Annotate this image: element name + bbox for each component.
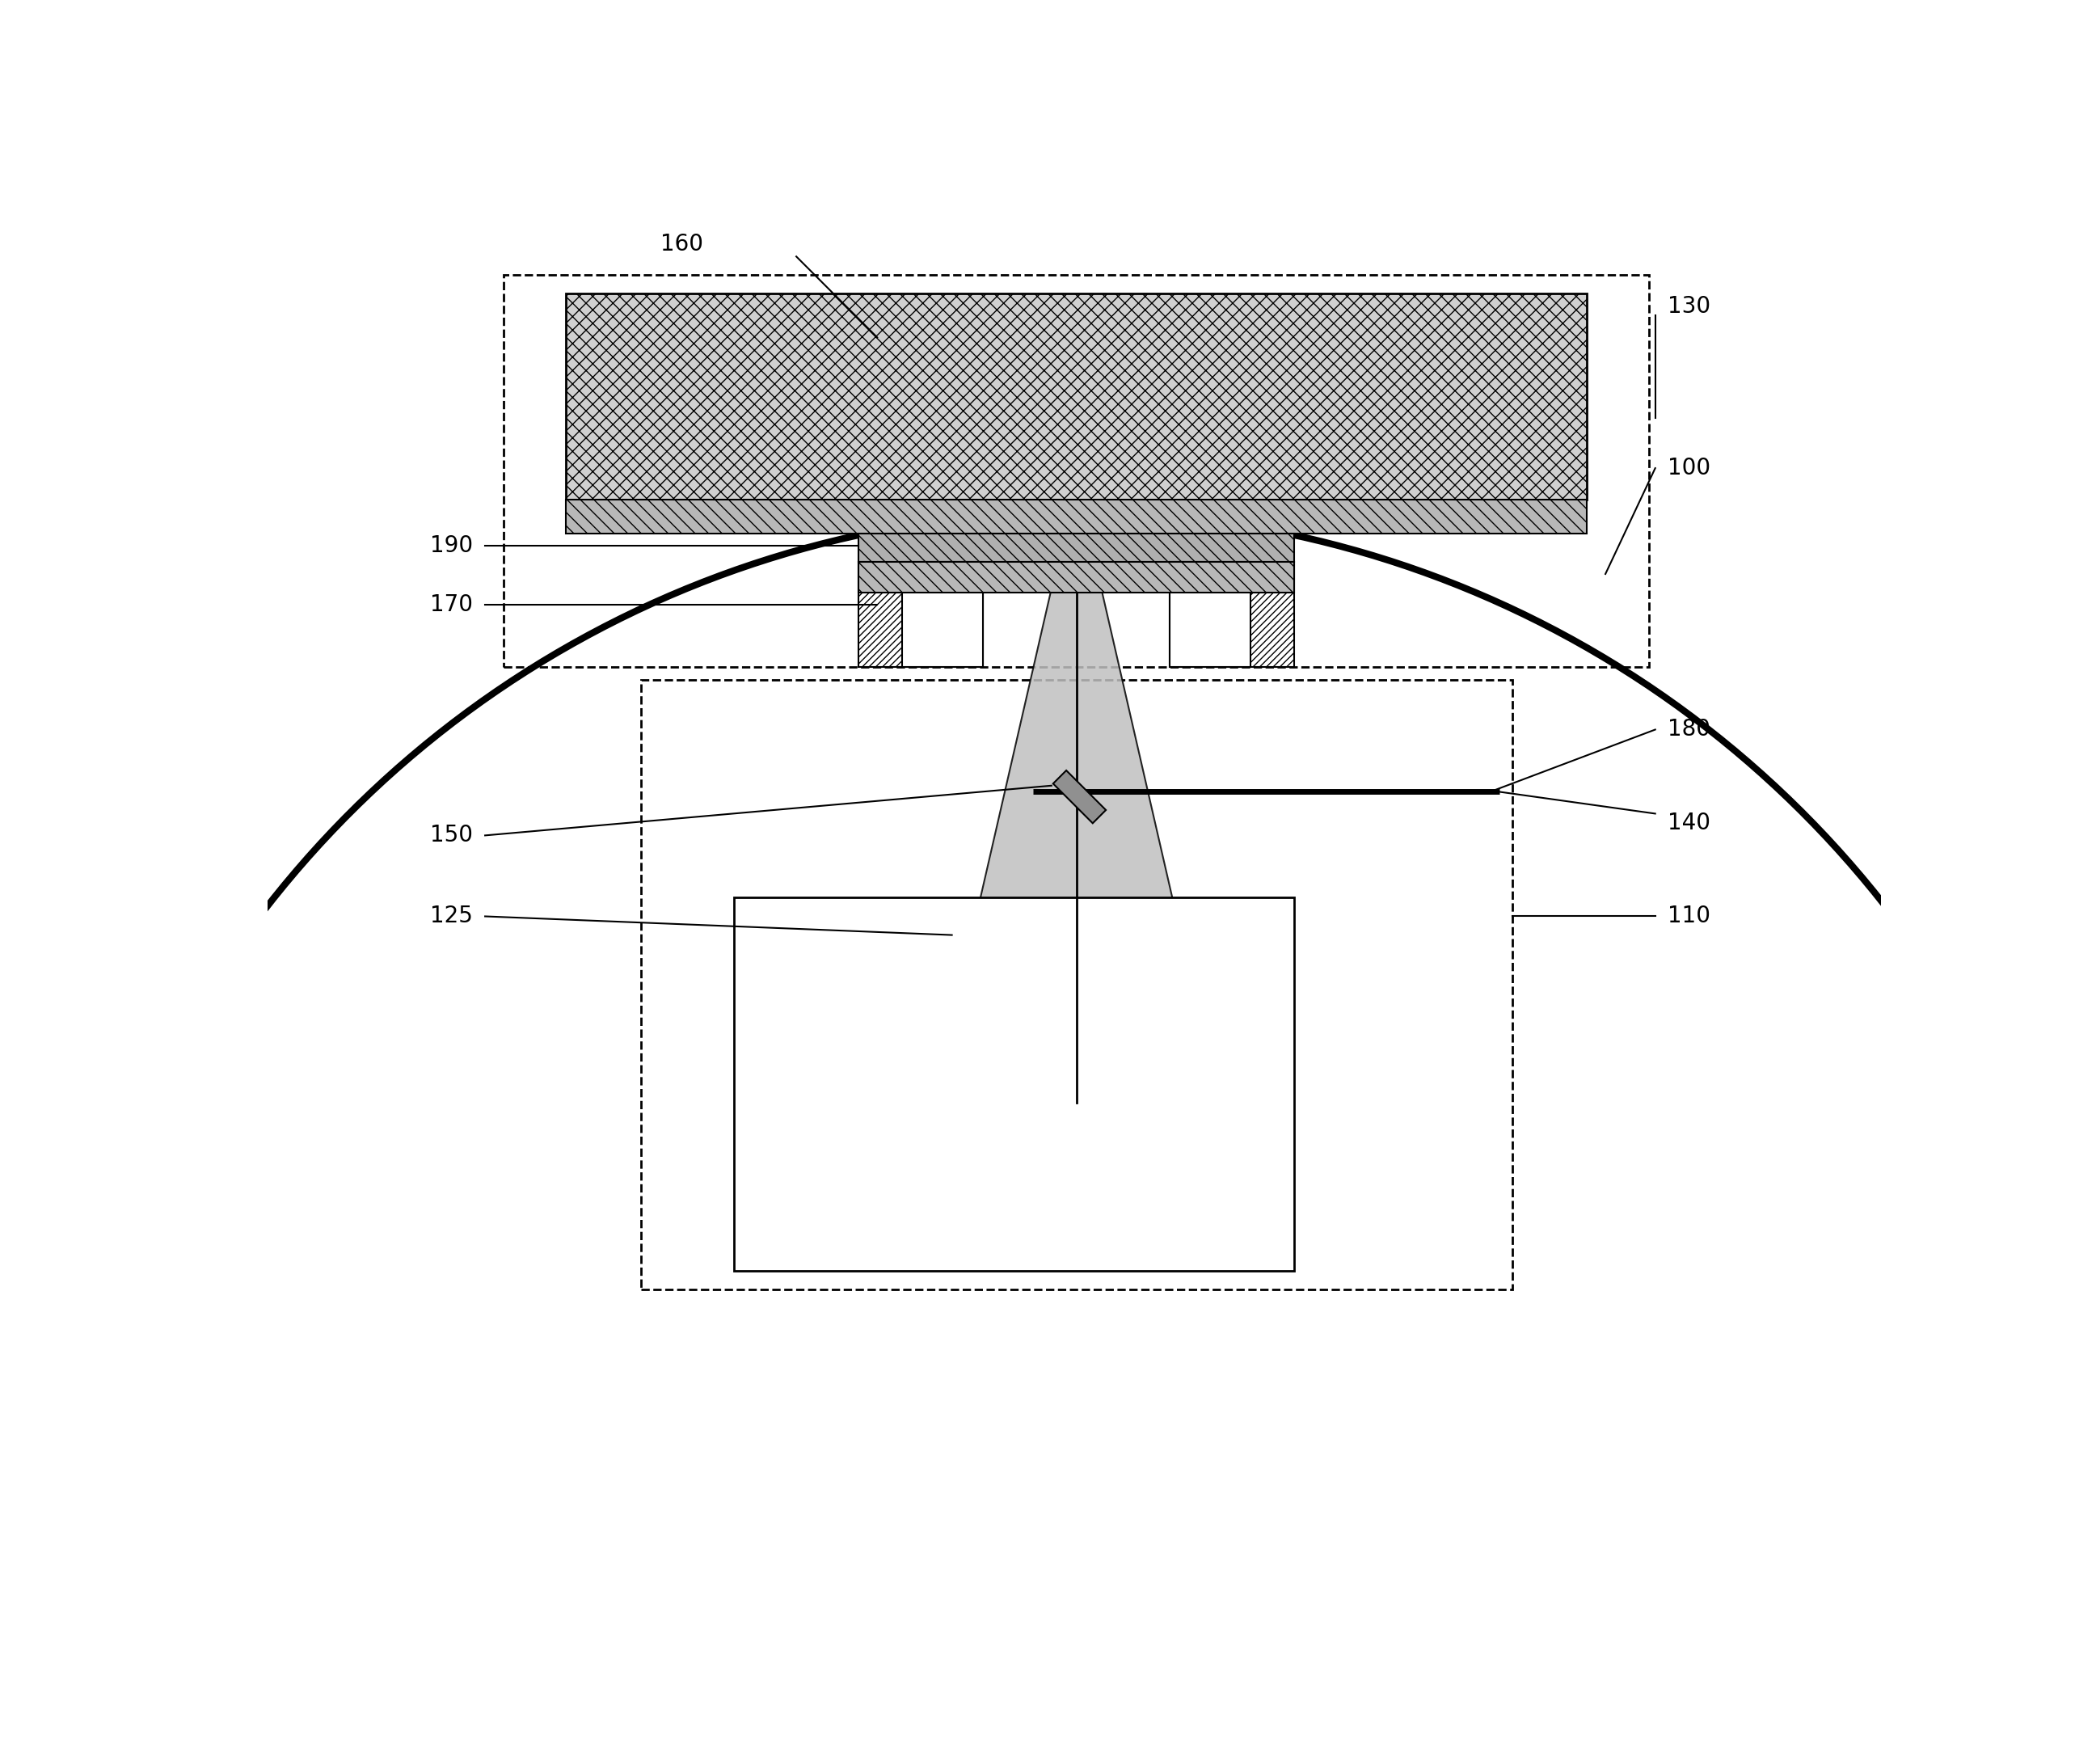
Bar — [1170, 561, 1293, 667]
Polygon shape — [933, 561, 1220, 1102]
Text: 130: 130 — [1668, 295, 1710, 318]
Bar — [859, 561, 1293, 593]
Bar — [566, 499, 1587, 533]
Text: 110: 110 — [1668, 905, 1710, 928]
Bar — [566, 295, 1587, 499]
Bar — [734, 898, 1293, 1272]
Bar — [641, 679, 1511, 1289]
Text: 150: 150 — [430, 824, 472, 847]
Bar — [1170, 561, 1293, 667]
Text: 100: 100 — [1668, 457, 1710, 480]
Text: 180: 180 — [1668, 718, 1710, 741]
Bar — [859, 561, 983, 667]
Bar — [503, 275, 1650, 667]
Text: 170: 170 — [430, 594, 472, 616]
Text: 190: 190 — [430, 534, 472, 557]
Bar — [901, 561, 983, 667]
Bar — [859, 561, 983, 667]
Text: 125: 125 — [430, 905, 472, 928]
Polygon shape — [1052, 771, 1107, 824]
Text: 140: 140 — [1668, 811, 1710, 834]
Bar — [1170, 561, 1251, 667]
Text: 160: 160 — [660, 233, 702, 256]
Bar — [859, 533, 1293, 561]
